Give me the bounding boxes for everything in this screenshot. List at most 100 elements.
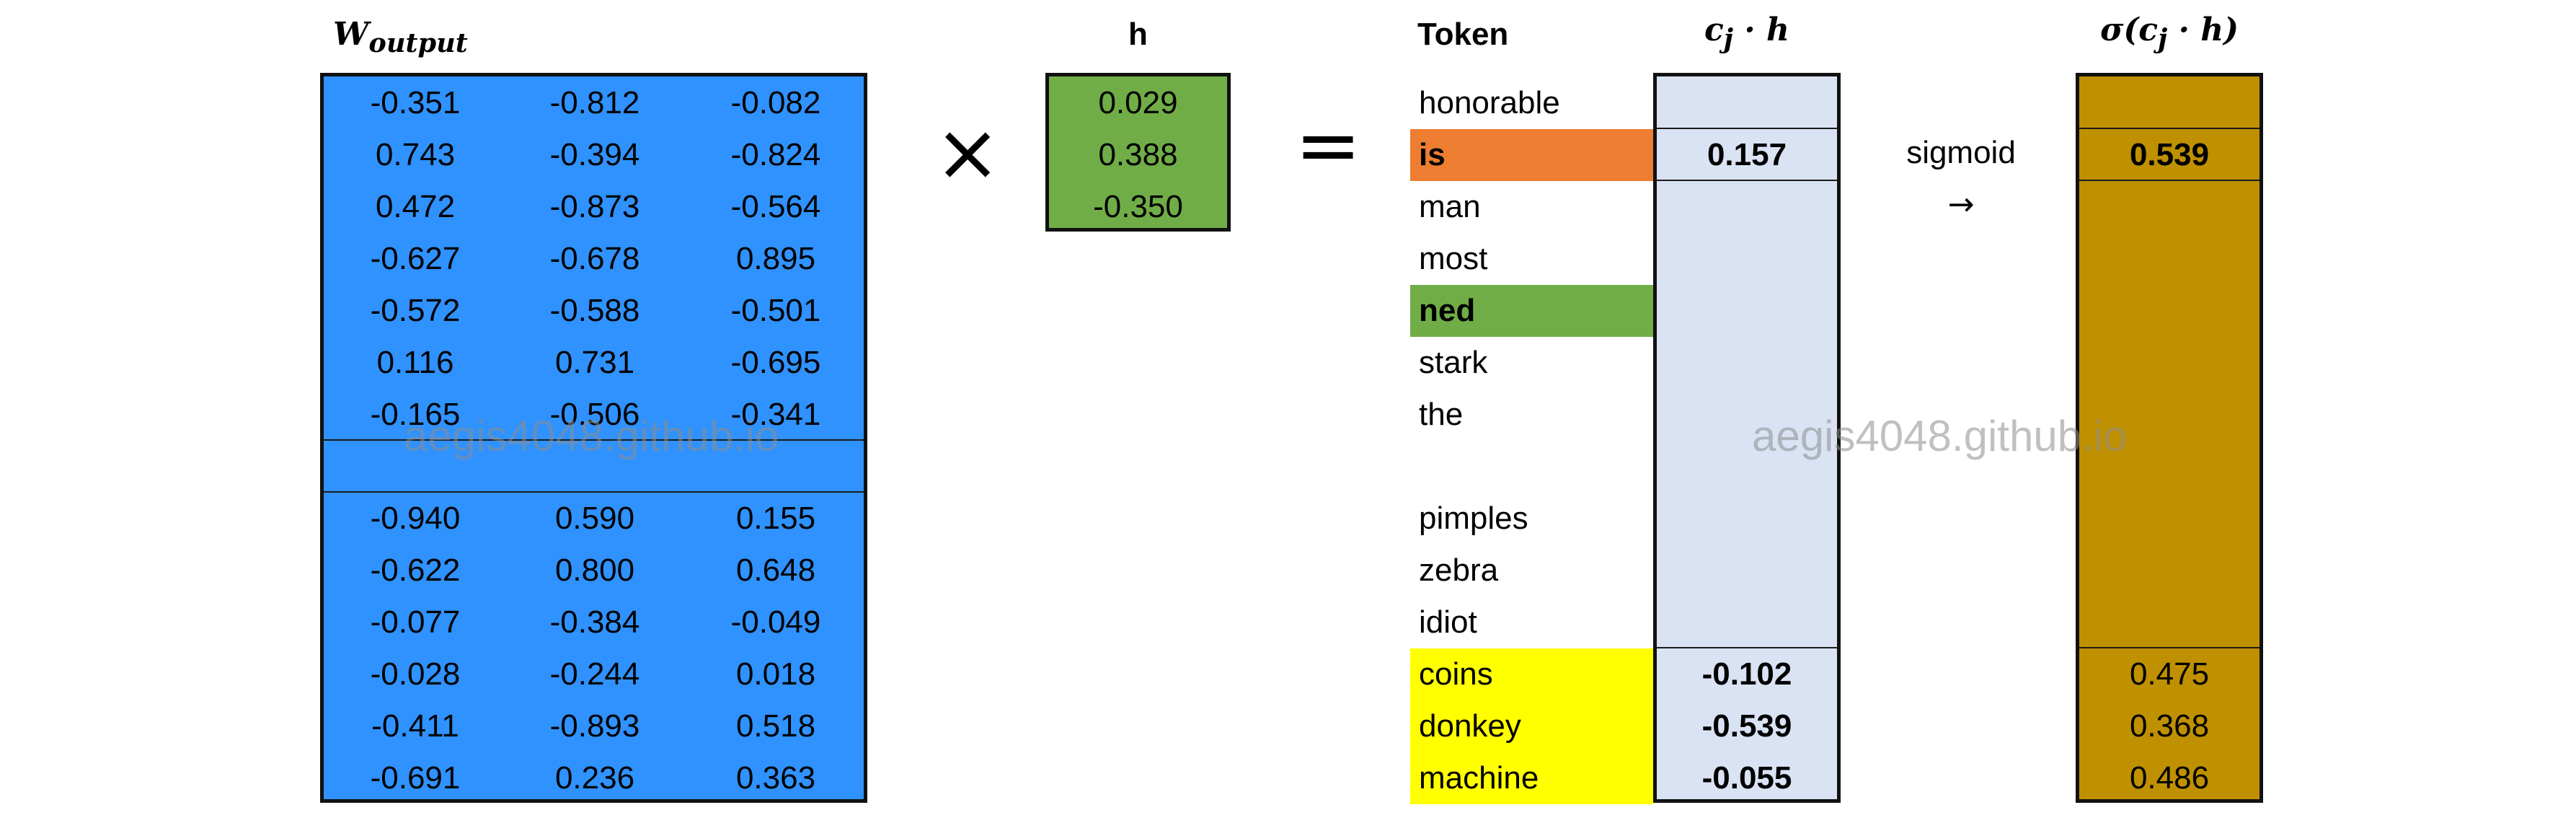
- sigmoid-value: 0.368: [2129, 708, 2210, 744]
- matrix-cell: 0.648: [735, 553, 816, 588]
- dot-product-value: -0.102: [1701, 656, 1792, 692]
- matrix-cell: -0.082: [730, 85, 821, 120]
- h-value: -0.350: [1093, 189, 1183, 224]
- matrix-cell: -0.588: [549, 293, 640, 328]
- dot-product-value: [1657, 493, 1837, 545]
- sigmoid-label: sigmoid: [1906, 135, 2016, 170]
- token-honorable: honorable: [1419, 85, 1560, 120]
- dot-product-value: [1657, 285, 1837, 337]
- dot-product-value: [1657, 233, 1837, 285]
- matrix-row: -0.627 -0.678 0.895: [324, 233, 864, 285]
- matrix-cell: -0.351: [370, 85, 461, 120]
- sigmoid-column: 0.539 0.475 0.368 0.486: [2076, 73, 2263, 803]
- matrix-row: -0.165 -0.506 -0.341: [324, 389, 864, 441]
- matrix-cell: -0.873: [549, 189, 640, 224]
- dot-product-value: [1657, 181, 1837, 233]
- matrix-cell: 0.236: [554, 760, 635, 796]
- matrix-cell: -0.627: [370, 241, 461, 276]
- sigma-h: · h): [2167, 12, 2239, 48]
- w-output-subscript: output: [368, 27, 468, 58]
- matrix-row: 0.743 -0.394 -0.824: [324, 129, 864, 181]
- matrix-cell: -0.411: [371, 708, 459, 744]
- matrix-cell: -0.622: [370, 553, 461, 588]
- token-stark: stark: [1419, 345, 1488, 380]
- matrix-row: 0.116 0.731 -0.695: [324, 337, 864, 389]
- matrix-separator: [324, 439, 864, 441]
- dot-product-value: -0.055: [1701, 760, 1792, 796]
- matrix-cell: 0.743: [375, 137, 456, 172]
- token-the: the: [1419, 397, 1464, 432]
- token-ellipsis: [1410, 441, 1653, 493]
- h-vector: 0.029 0.388 -0.350: [1045, 73, 1231, 232]
- matrix-cell: -0.940: [370, 501, 461, 536]
- matrix-cell: 0.895: [735, 241, 816, 276]
- sigmoid-value: [2079, 493, 2259, 545]
- dot-separator: [1657, 180, 1837, 181]
- token-idiot: idiot: [1419, 604, 1477, 640]
- matrix-row: -0.691 0.236 0.363: [324, 752, 864, 804]
- token-donkey: donkey: [1410, 700, 1653, 752]
- sigmoid-value: [2079, 233, 2259, 285]
- w-output-header: Woutput: [333, 13, 468, 65]
- matrix-row: -0.940 0.590 0.155: [324, 493, 864, 545]
- matrix-cell: 0.018: [735, 656, 816, 692]
- token-zebra: zebra: [1419, 553, 1499, 588]
- matrix-row: -0.077 -0.384 -0.049: [324, 597, 864, 648]
- token-ned: ned: [1410, 285, 1653, 337]
- matrix-cell: -0.384: [549, 604, 640, 640]
- dot-j: j: [1723, 22, 1734, 54]
- dot-product-value: [1657, 597, 1837, 648]
- matrix-cell: -0.501: [730, 293, 821, 328]
- token-list: honorable is man most ned stark the pimples zebr…: [1410, 73, 1653, 804]
- dot-h: · h: [1733, 12, 1789, 48]
- matrix-cell: 0.472: [375, 189, 456, 224]
- matrix-cell: -0.049: [730, 604, 821, 640]
- sigmoid-value: [2079, 545, 2259, 597]
- h-header: h: [1128, 17, 1148, 52]
- matrix-cell: -0.506: [549, 397, 640, 432]
- sigmoid-header: σ(cj · h): [2047, 9, 2292, 61]
- dot-product-value: -0.539: [1701, 708, 1792, 744]
- matrix-cell: 0.800: [554, 553, 635, 588]
- matrix-cell: -0.678: [549, 241, 640, 276]
- matrix-cell: -0.244: [549, 656, 640, 692]
- h-value: 0.388: [1098, 137, 1178, 172]
- matrix-cell: -0.893: [549, 708, 640, 744]
- times-operator: ×: [934, 106, 1001, 198]
- sigmoid-separator: [2079, 128, 2259, 129]
- matrix-cell: 0.155: [735, 501, 816, 536]
- matrix-cell: 0.590: [554, 501, 635, 536]
- matrix-cell: -0.028: [370, 656, 461, 692]
- dot-c: c: [1704, 12, 1724, 48]
- sigmoid-value: 0.539: [2129, 137, 2210, 172]
- matrix-row: 0.472 -0.873 -0.564: [324, 181, 864, 233]
- token-coins: coins: [1410, 648, 1653, 700]
- sigmoid-value: [2079, 337, 2259, 389]
- dot-product-value: [1657, 545, 1837, 597]
- matrix-cell: -0.572: [370, 293, 461, 328]
- sigmoid-value: [2079, 77, 2259, 129]
- matrix-cell: 0.363: [735, 760, 816, 796]
- matrix-cell: -0.165: [370, 397, 461, 432]
- matrix-row: -0.572 -0.588 -0.501: [324, 285, 864, 337]
- sigma-c: σ(c: [2099, 12, 2159, 48]
- sigmoid-value: 0.475: [2129, 656, 2210, 692]
- matrix-row: -0.622 0.800 0.648: [324, 545, 864, 597]
- matrix-separator: [324, 491, 864, 493]
- token-man: man: [1419, 189, 1481, 224]
- dot-separator: [1657, 128, 1837, 129]
- token-most: most: [1419, 241, 1488, 276]
- dot-product-value: [1657, 77, 1837, 129]
- matrix-row: -0.351 -0.812 -0.082: [324, 77, 864, 129]
- sigmoid-arrow: →: [1947, 186, 1975, 223]
- sigmoid-value: [2079, 181, 2259, 233]
- w-output-symbol: W: [333, 16, 369, 53]
- sigmoid-separator: [2079, 180, 2259, 181]
- sigmoid-separator: [2079, 647, 2259, 648]
- matrix-row: -0.411 -0.893 0.518: [324, 700, 864, 752]
- dot-product-value: [1657, 337, 1837, 389]
- dot-product-column: 0.157 -0.102 -0.539 -0.055: [1653, 73, 1841, 803]
- dot-separator: [1657, 647, 1837, 648]
- matrix-row: -0.028 -0.244 0.018: [324, 648, 864, 700]
- w-output-matrix: -0.351 -0.812 -0.082 0.743 -0.394 -0.824 0.472…: [320, 73, 867, 803]
